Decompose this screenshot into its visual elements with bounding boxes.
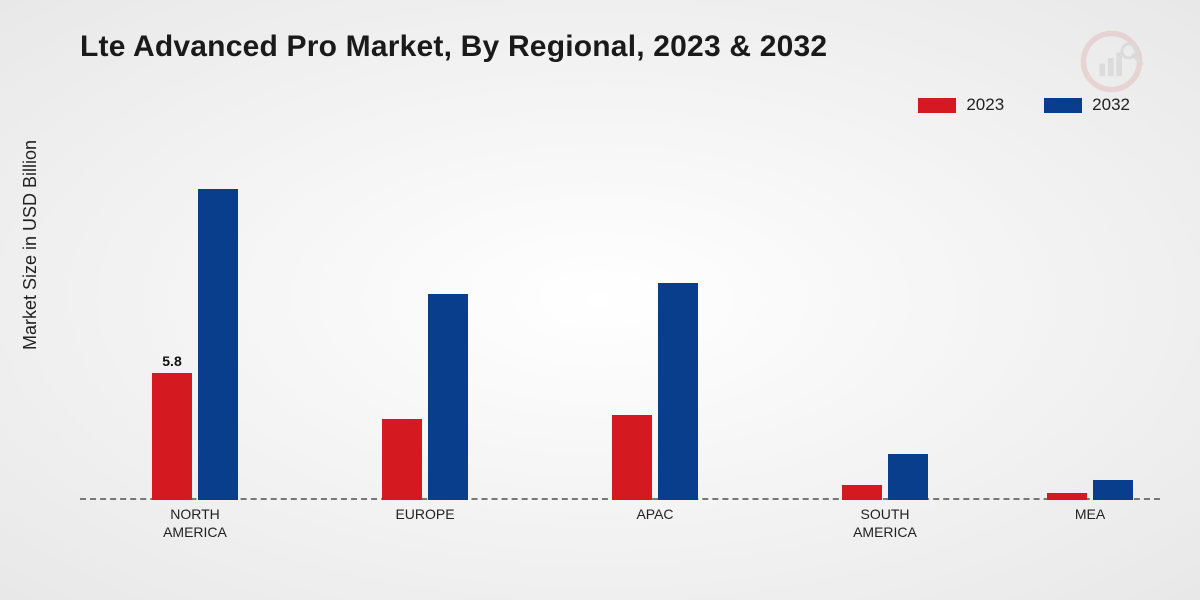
x-axis-category-label: SOUTH AMERICA	[815, 506, 955, 541]
plot-area: 5.8	[80, 150, 1160, 500]
legend-swatch-2023	[918, 98, 956, 113]
bar	[1047, 493, 1087, 500]
bar	[198, 189, 238, 500]
x-axis-category-label: NORTH AMERICA	[125, 506, 265, 541]
bar-group	[355, 294, 495, 500]
bar	[1093, 480, 1133, 500]
x-axis-category-label: MEA	[1020, 506, 1160, 524]
bar-group	[815, 454, 955, 500]
chart-title: Lte Advanced Pro Market, By Regional, 20…	[80, 30, 827, 64]
legend-item-2032: 2032	[1044, 95, 1130, 115]
legend-swatch-2032	[1044, 98, 1082, 113]
x-axis-category-label: EUROPE	[355, 506, 495, 524]
x-axis-category-label: APAC	[585, 506, 725, 524]
bar	[842, 485, 882, 500]
bar-group: 5.8	[125, 189, 265, 500]
watermark-logo-icon	[1080, 30, 1150, 100]
bar-group	[1020, 480, 1160, 500]
x-axis-labels: NORTH AMERICA EUROPE APAC SOUTH AMERICA MEA	[80, 506, 1160, 566]
bar	[612, 415, 652, 500]
bar	[658, 283, 698, 500]
legend-label-2023: 2023	[966, 95, 1004, 115]
bar	[382, 419, 422, 500]
bar-value-label: 5.8	[152, 353, 192, 373]
bar-group	[585, 283, 725, 500]
y-axis-label: Market Size in USD Billion	[20, 140, 41, 350]
legend-item-2023: 2023	[918, 95, 1004, 115]
bar	[152, 373, 192, 500]
legend-label-2032: 2032	[1092, 95, 1130, 115]
legend: 2023 2032	[918, 95, 1130, 115]
bar	[428, 294, 468, 500]
bar	[888, 454, 928, 500]
chart-canvas: Lte Advanced Pro Market, By Regional, 20…	[0, 0, 1200, 600]
